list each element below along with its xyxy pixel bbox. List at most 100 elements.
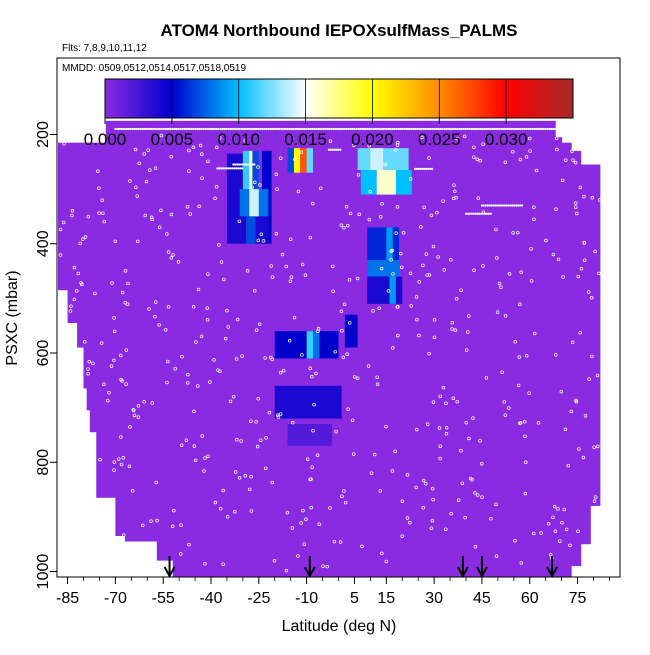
sample-point <box>178 552 183 556</box>
sample-point <box>290 526 295 530</box>
sample-point <box>389 249 394 254</box>
flight-track-point <box>165 127 169 131</box>
chart-title: ATOM4 Northbound IEPOXsulfMass_PALMS <box>160 21 517 40</box>
flight-track-point <box>292 127 295 131</box>
flight-track-point <box>198 127 201 131</box>
flight-track-point <box>255 127 258 131</box>
flight-track-point <box>235 167 238 170</box>
flight-track-point <box>483 127 486 131</box>
flight-track-point <box>243 163 246 166</box>
flight-track-point <box>297 127 301 131</box>
heatmap-cell <box>249 189 259 217</box>
flight-track-point <box>429 127 433 131</box>
x-tick-label: -40 <box>199 590 222 607</box>
flight-track-point <box>582 127 586 131</box>
flight-track-point <box>550 127 553 131</box>
sample-point <box>441 199 445 203</box>
sample-point <box>389 257 393 262</box>
sample-point <box>136 404 141 408</box>
sample-point <box>191 305 196 309</box>
flight-track-point <box>218 167 221 170</box>
sample-point <box>582 194 586 199</box>
flight-track-point <box>338 127 341 131</box>
sample-point <box>339 309 344 314</box>
sample-point <box>551 252 556 257</box>
flight-track-point <box>251 127 255 131</box>
heatmap-cell <box>367 276 403 304</box>
flight-track-point <box>116 127 119 131</box>
sample-point <box>553 353 558 357</box>
sample-point <box>400 499 405 504</box>
flight-track-point <box>542 127 545 131</box>
flight-track-point <box>77 138 81 142</box>
flight-track-point <box>144 127 148 131</box>
flight-track-point <box>414 127 417 131</box>
sample-point <box>524 460 528 465</box>
sample-point <box>150 217 154 222</box>
flight-track-point <box>366 127 369 131</box>
flight-track-point <box>223 167 227 170</box>
flight-track-point <box>389 127 392 131</box>
coverage-cell <box>555 137 563 577</box>
sample-point <box>253 288 257 293</box>
flight-track-point <box>229 127 232 131</box>
sample-point <box>58 227 63 232</box>
heatmap-layer <box>58 120 601 577</box>
colorbar-tick-label: 0.010 <box>217 130 260 149</box>
flight-track-point <box>97 138 100 142</box>
flight-track-point <box>269 127 272 131</box>
sample-point <box>86 214 91 219</box>
sample-point <box>166 305 171 309</box>
sample-point <box>574 398 578 403</box>
sample-point <box>475 493 480 497</box>
flight-track-point <box>437 127 440 131</box>
flight-track-point <box>579 127 582 131</box>
arrow-layer <box>163 556 558 579</box>
flight-track-point <box>335 148 338 151</box>
flight-track-point <box>488 204 491 207</box>
sample-point <box>202 469 206 473</box>
flight-track-point <box>70 138 73 142</box>
sample-point <box>377 306 381 310</box>
flight-track-point <box>517 127 521 131</box>
x-tick-label: 15 <box>377 590 395 607</box>
sample-point <box>310 374 314 379</box>
flight-track-point <box>471 127 475 131</box>
sample-point <box>208 380 212 384</box>
heatmap-cell <box>376 169 396 195</box>
flight-track-point <box>79 138 83 142</box>
sample-point <box>464 420 469 425</box>
flight-track-point <box>424 127 427 131</box>
flight-track-point <box>580 138 583 142</box>
sample-point <box>100 198 104 202</box>
flight-track-point <box>450 127 454 131</box>
sample-point <box>250 185 254 190</box>
flight-track-point <box>519 127 522 131</box>
sample-point <box>503 160 508 165</box>
sample-point <box>200 176 204 180</box>
flight-track-point <box>401 127 404 131</box>
flight-track-point <box>66 138 69 142</box>
flight-track-point <box>412 127 415 131</box>
flight-track-point <box>476 212 479 215</box>
flight-track-point <box>474 212 477 215</box>
sample-point <box>169 256 174 260</box>
sample-point <box>394 231 398 235</box>
sample-point <box>83 340 87 344</box>
sample-point <box>256 165 260 169</box>
flight-track-point <box>265 127 268 131</box>
sample-point <box>135 194 139 198</box>
flight-track-point <box>320 127 324 131</box>
sample-point <box>206 159 210 164</box>
flight-track-point <box>536 127 540 131</box>
sample-point <box>576 274 581 279</box>
sample-point <box>571 158 575 162</box>
sample-point <box>137 161 141 166</box>
sample-point <box>551 515 555 520</box>
flight-track-point <box>213 127 216 131</box>
sample-point <box>113 239 118 244</box>
x-tick-label: 30 <box>425 590 443 607</box>
flight-track-point <box>233 167 236 170</box>
sample-point <box>453 189 457 194</box>
sample-point <box>98 457 102 462</box>
